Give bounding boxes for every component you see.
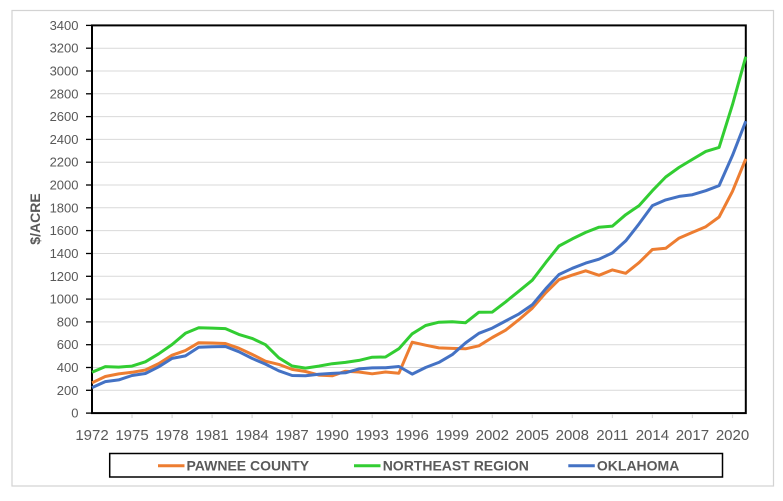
svg-text:1993: 1993	[356, 427, 389, 444]
svg-text:1990: 1990	[316, 427, 349, 444]
svg-text:2017: 2017	[676, 427, 709, 444]
svg-text:OKLAHOMA: OKLAHOMA	[597, 458, 679, 474]
svg-text:2600: 2600	[50, 109, 79, 124]
svg-text:1972: 1972	[75, 427, 108, 444]
svg-text:2000: 2000	[50, 178, 79, 193]
svg-text:2020: 2020	[716, 427, 749, 444]
svg-text:3200: 3200	[50, 41, 79, 56]
svg-text:400: 400	[57, 360, 79, 375]
svg-text:2200: 2200	[50, 155, 79, 170]
svg-text:2008: 2008	[556, 427, 589, 444]
svg-text:1400: 1400	[50, 246, 79, 261]
svg-text:2011: 2011	[596, 427, 628, 444]
svg-text:1987: 1987	[275, 427, 308, 444]
svg-text:$/ACRE: $/ACRE	[27, 193, 43, 244]
svg-text:PAWNEE COUNTY: PAWNEE COUNTY	[187, 458, 310, 474]
svg-text:1000: 1000	[50, 292, 79, 307]
svg-text:1978: 1978	[155, 427, 188, 444]
svg-text:1600: 1600	[50, 223, 79, 238]
svg-text:2014: 2014	[636, 427, 669, 444]
svg-text:1975: 1975	[115, 427, 148, 444]
svg-text:1800: 1800	[50, 200, 79, 215]
svg-text:1200: 1200	[50, 269, 79, 284]
svg-text:1981: 1981	[195, 427, 228, 444]
svg-text:0: 0	[71, 406, 78, 421]
svg-text:800: 800	[57, 314, 79, 329]
svg-text:1999: 1999	[436, 427, 469, 444]
svg-text:NORTHEAST REGION: NORTHEAST REGION	[383, 458, 529, 474]
svg-text:1996: 1996	[396, 427, 429, 444]
svg-text:2002: 2002	[476, 427, 509, 444]
svg-text:200: 200	[57, 383, 79, 398]
svg-text:2400: 2400	[50, 132, 79, 147]
svg-text:1984: 1984	[235, 427, 268, 444]
svg-text:600: 600	[57, 337, 79, 352]
svg-text:3000: 3000	[50, 64, 79, 79]
svg-text:2800: 2800	[50, 86, 79, 101]
svg-text:3400: 3400	[50, 18, 79, 33]
svg-text:2005: 2005	[516, 427, 549, 444]
